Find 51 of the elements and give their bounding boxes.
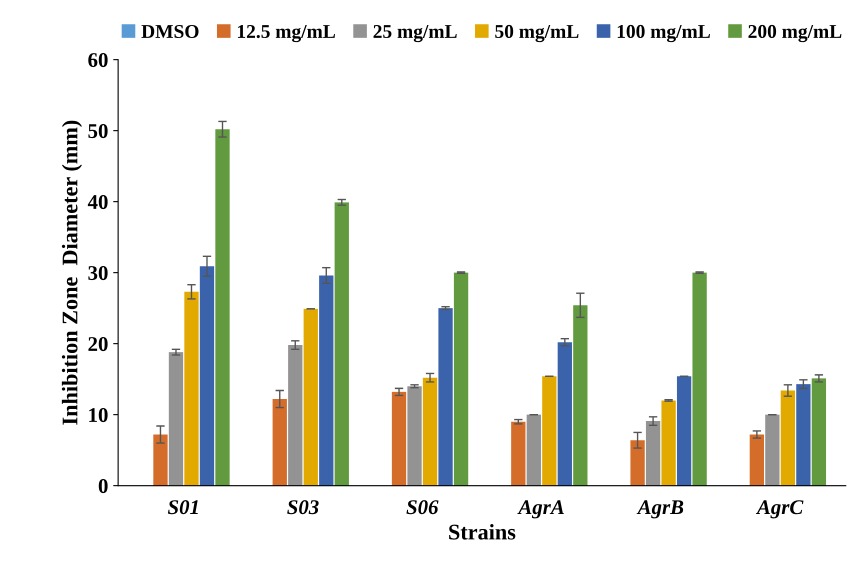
bar (304, 308, 318, 486)
bar (334, 202, 349, 486)
y-tick-label: 40 (88, 195, 108, 210)
bar (646, 421, 660, 486)
x-tick-label: AgrC (756, 500, 804, 518)
bar (184, 292, 199, 486)
bar (573, 305, 588, 486)
bar (288, 345, 302, 486)
x-tick-label: S01 (168, 500, 198, 514)
bar (200, 266, 214, 486)
bar (630, 440, 645, 486)
bar (692, 272, 707, 486)
x-tick-label: AgrB (636, 500, 684, 518)
x-tick-label: AgrA (517, 500, 564, 518)
bar (526, 414, 541, 486)
bar (796, 384, 811, 486)
y-axis-title: Inhibition Zone Diameter (mm) (62, 120, 82, 425)
y-tick-label: 50 (88, 124, 108, 138)
bar (542, 376, 556, 486)
x-axis-title: Strains (449, 524, 516, 540)
bar (765, 414, 780, 486)
bar (454, 272, 468, 486)
y-tick-label: 30 (88, 266, 108, 280)
y-tick-label: 0 (98, 479, 108, 494)
bar (153, 434, 168, 486)
bar (272, 399, 287, 486)
legend-label: 25 mg/mL (374, 24, 457, 42)
x-tick-label: S06 (406, 500, 438, 514)
legend-label: 12.5 mg/mL (238, 24, 335, 42)
bar (511, 422, 526, 486)
bar (422, 378, 438, 486)
bar (319, 275, 334, 486)
y-tick-label: 60 (88, 53, 108, 68)
bar (407, 386, 422, 486)
y-tick-label: 10 (89, 408, 108, 422)
legend-label: 100 mg/mL (618, 24, 710, 42)
bar (812, 378, 826, 486)
bar (215, 129, 230, 486)
y-tick-label: 20 (88, 337, 108, 352)
legend-label: 50 mg/mL (495, 24, 578, 42)
bar (438, 308, 453, 486)
legend-label: DMSO (141, 24, 199, 38)
bar (661, 400, 676, 486)
bar (392, 392, 406, 486)
bar (168, 352, 184, 486)
x-tick-label: S03 (287, 500, 319, 514)
bar (676, 376, 692, 486)
bar (558, 342, 572, 486)
bar (750, 434, 764, 486)
bar (780, 390, 796, 486)
legend-label: 200 mg/mL (748, 24, 842, 42)
